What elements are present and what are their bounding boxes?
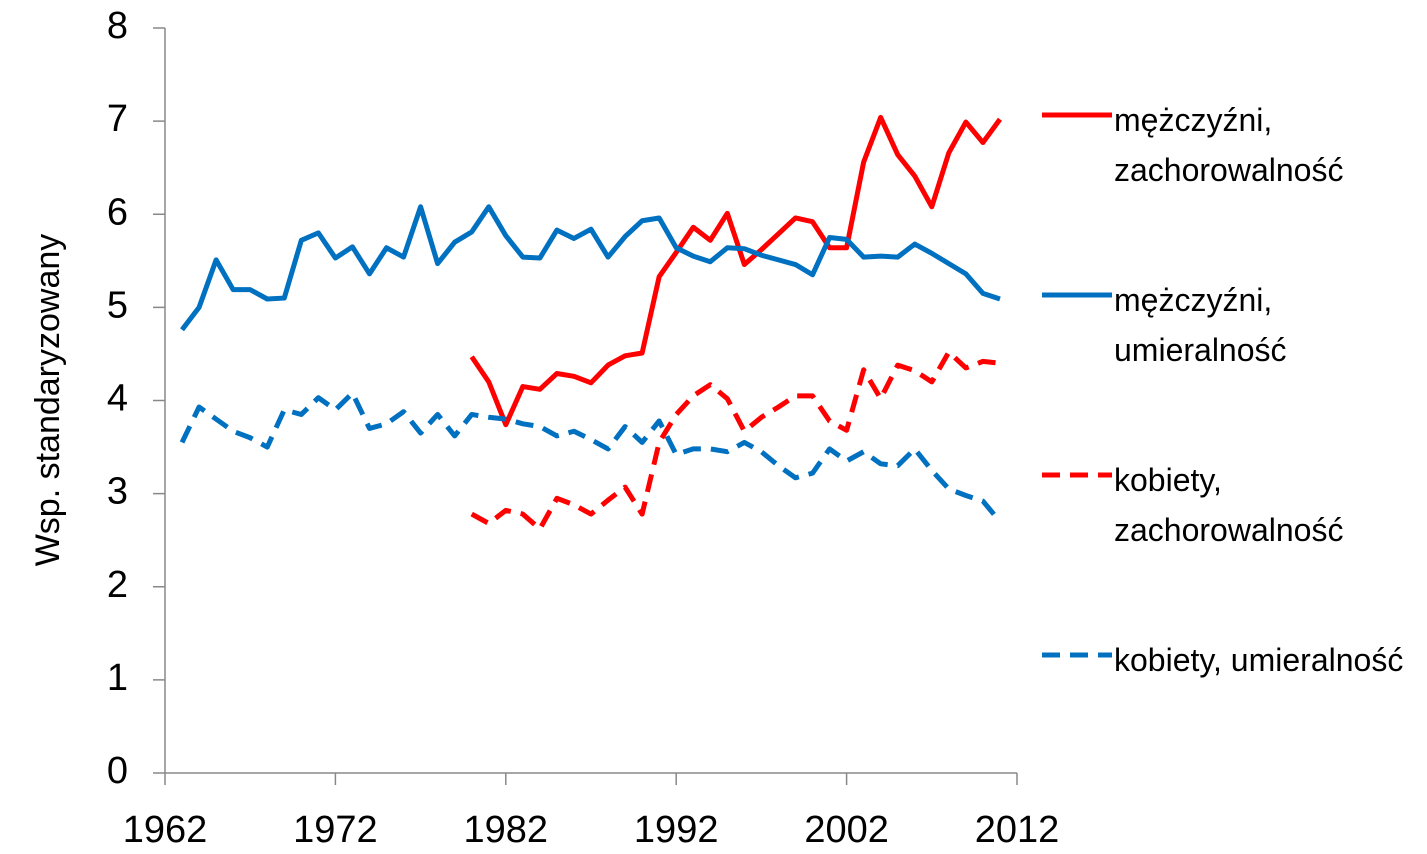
x-tick-label: 1972	[293, 809, 378, 851]
y-tick-label: 3	[107, 471, 128, 513]
legend-swatch	[1042, 472, 1112, 478]
y-tick-label: 6	[107, 191, 128, 233]
y-tick-label: 1	[107, 657, 128, 699]
legend-item: kobiety, umieralność	[1040, 635, 1420, 745]
y-tick-label: 2	[107, 564, 128, 606]
legend-swatch	[1042, 112, 1112, 118]
legend-swatch	[1042, 652, 1112, 658]
legend-label: kobiety, zachorowalność	[1114, 462, 1344, 548]
legend-label: mężczyźni, zachorowalność	[1114, 102, 1344, 188]
series-line	[469, 114, 1002, 428]
series-line	[470, 349, 1001, 532]
legend-item: kobiety, zachorowalność	[1040, 455, 1420, 565]
y-tick-label: 7	[107, 98, 128, 140]
legend-item: mężczyźni, umieralność	[1040, 275, 1420, 385]
legend-swatch	[1042, 292, 1112, 298]
x-tick-label: 1962	[123, 809, 208, 851]
y-tick-label: 5	[107, 284, 128, 326]
x-tick-label: 2002	[804, 809, 889, 851]
y-tick-label: 4	[107, 378, 128, 420]
y-axis-title: Wsp. standaryzowany	[29, 234, 67, 567]
x-tick-label: 1992	[634, 809, 719, 851]
legend-label: mężczyźni, umieralność	[1114, 282, 1287, 368]
y-tick-label: 8	[107, 5, 128, 47]
series-line	[180, 204, 1001, 332]
x-tick-label: 2012	[975, 809, 1060, 851]
y-tick-label: 0	[107, 750, 128, 792]
series-line	[179, 390, 1002, 524]
x-tick-label: 1982	[464, 809, 549, 851]
legend-item: mężczyźni, zachorowalność	[1040, 95, 1420, 205]
legend-label: kobiety, umieralność	[1114, 642, 1404, 678]
